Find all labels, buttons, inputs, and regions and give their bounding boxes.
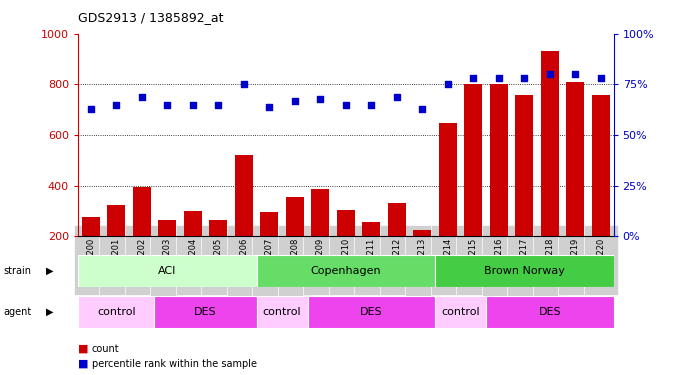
Bar (414, 230, 431, 236)
Point (442, 81, 453, 87)
Point (85, 106, 96, 112)
Text: control: control (441, 307, 480, 317)
Point (494, 75, 504, 81)
Point (570, 71, 581, 77)
Point (519, 75, 530, 81)
Point (315, 96, 325, 102)
Text: ▶: ▶ (46, 266, 54, 276)
Text: ▶: ▶ (46, 307, 54, 317)
Point (136, 93, 147, 99)
Text: percentile rank within the sample: percentile rank within the sample (92, 359, 256, 369)
Bar (82, 217, 100, 236)
Bar (388, 203, 405, 236)
Text: ■: ■ (78, 359, 88, 369)
Text: control: control (97, 307, 136, 317)
Bar (286, 197, 304, 236)
Bar (435, 296, 486, 328)
Bar (490, 84, 508, 236)
Bar (362, 222, 380, 236)
Text: strain: strain (3, 266, 31, 276)
Bar (464, 84, 482, 236)
Point (595, 75, 606, 81)
Bar (78, 255, 256, 287)
Point (366, 102, 377, 108)
Bar (486, 296, 614, 328)
Text: ■: ■ (78, 344, 88, 354)
Text: agent: agent (3, 307, 32, 317)
Text: DES: DES (194, 307, 217, 317)
Bar (78, 296, 155, 328)
Bar (541, 51, 559, 236)
Point (417, 106, 428, 112)
Point (111, 102, 121, 108)
Point (544, 71, 555, 77)
Point (264, 104, 275, 110)
Point (187, 102, 198, 108)
Bar (107, 205, 125, 236)
Text: Copenhagen: Copenhagen (311, 266, 381, 276)
Bar (439, 123, 457, 236)
Bar (515, 94, 533, 236)
Point (213, 102, 224, 108)
Bar (337, 210, 355, 236)
Bar (210, 220, 227, 236)
Bar (235, 155, 253, 236)
Bar (435, 255, 614, 287)
Text: control: control (262, 307, 301, 317)
Text: count: count (92, 344, 119, 354)
Text: DES: DES (538, 307, 561, 317)
Point (162, 102, 173, 108)
Bar (311, 189, 330, 236)
Point (468, 75, 479, 81)
Bar (133, 187, 151, 236)
Bar (566, 82, 584, 236)
Point (239, 81, 250, 87)
Text: DES: DES (360, 307, 382, 317)
Text: Brown Norway: Brown Norway (484, 266, 565, 276)
Bar (308, 296, 435, 328)
Point (391, 93, 402, 99)
Bar (184, 211, 201, 236)
Point (290, 98, 300, 104)
Bar (158, 220, 176, 236)
Bar (592, 94, 610, 236)
Bar (256, 255, 435, 287)
Point (340, 102, 351, 108)
Text: ACI: ACI (158, 266, 176, 276)
Bar (155, 296, 256, 328)
Bar (260, 212, 278, 236)
Bar (256, 296, 308, 328)
Text: GDS2913 / 1385892_at: GDS2913 / 1385892_at (78, 11, 224, 24)
